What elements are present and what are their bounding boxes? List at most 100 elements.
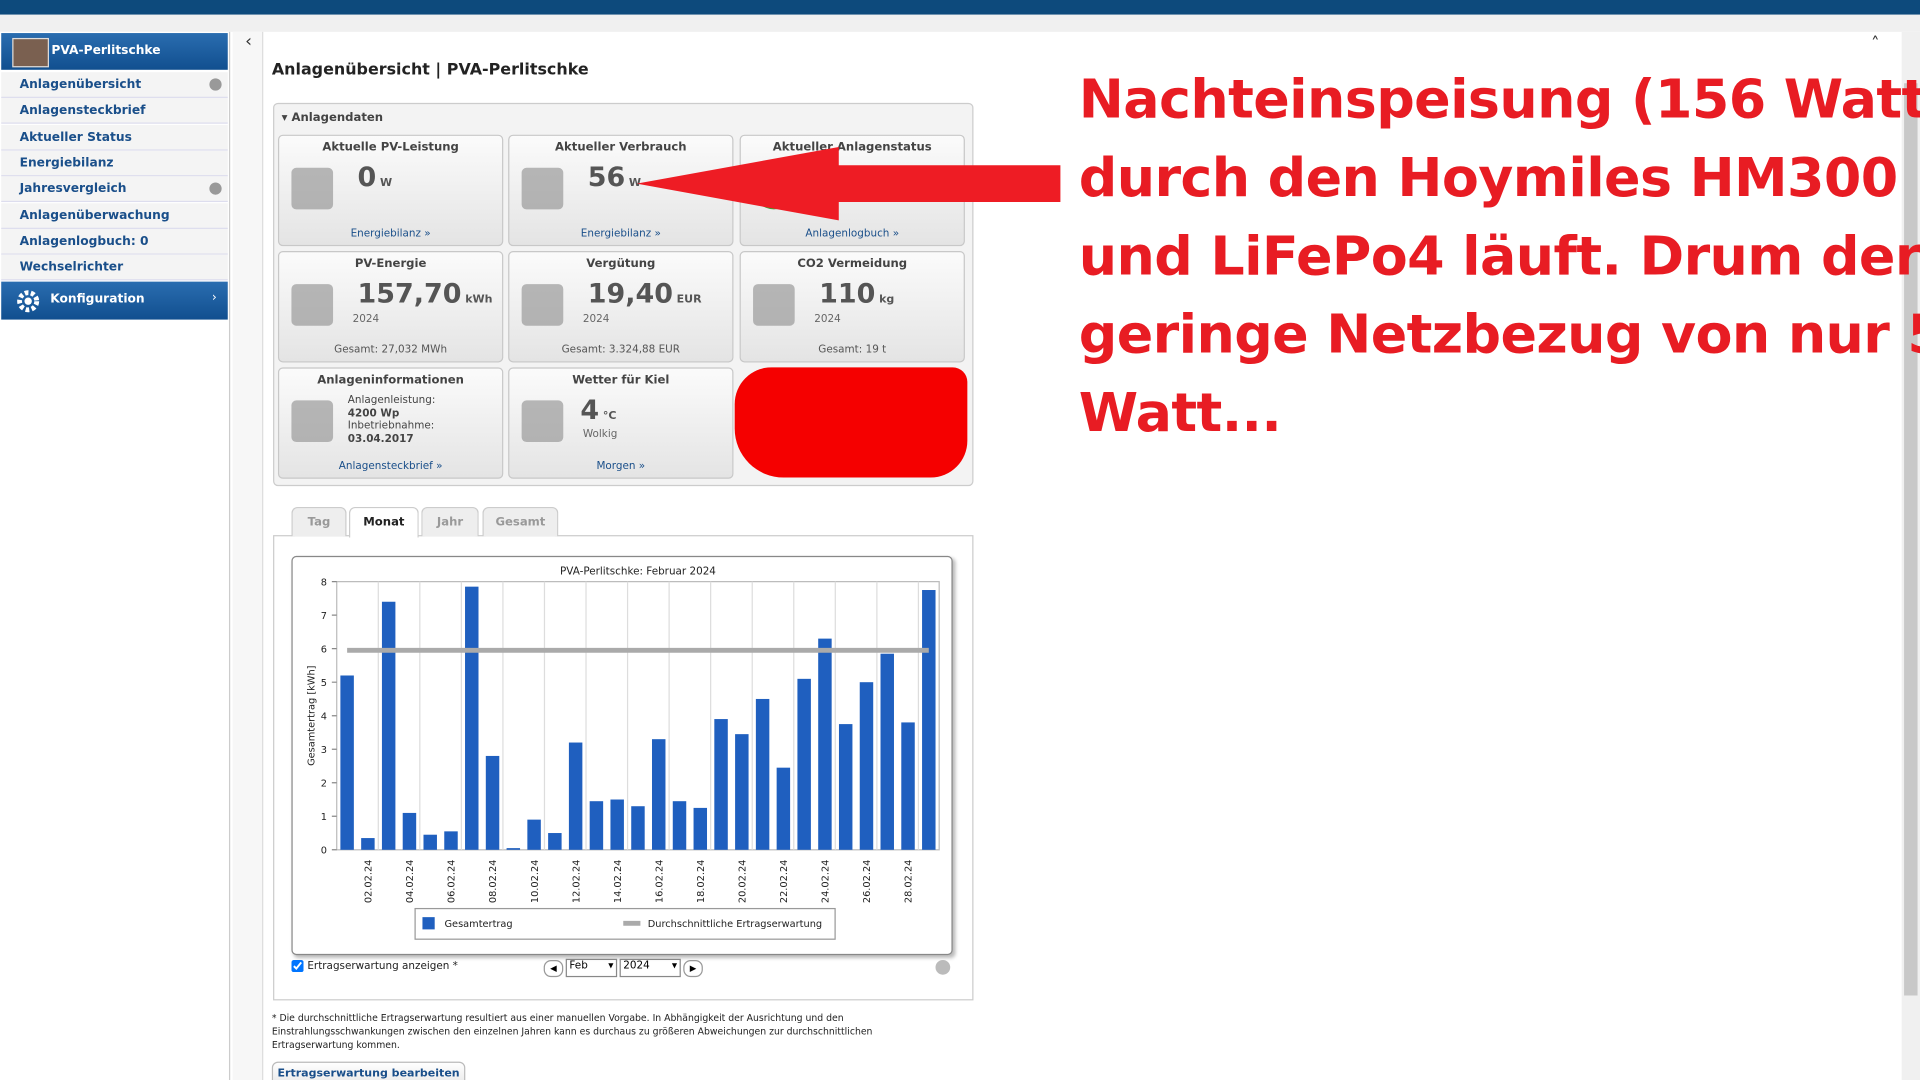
- bar: [714, 719, 728, 850]
- tile-link[interactable]: Anlagensteckbrief »: [338, 460, 443, 473]
- unit: W: [628, 177, 642, 190]
- bar: [568, 742, 583, 850]
- nav-item[interactable]: Energiebilanz: [1, 150, 228, 177]
- tile-title: Aktueller Verbrauch: [555, 140, 687, 155]
- tile: Vergütung 19,40 EUR 2024 Gesamt: 3.324,88 EU…: [508, 251, 734, 363]
- prev-button[interactable]: ◀: [543, 960, 564, 978]
- tile-link[interactable]: Energiebilanz »: [350, 227, 431, 241]
- bar: [423, 834, 437, 850]
- nav-item[interactable]: Aktueller Status: [1, 124, 228, 151]
- annotation-line: durch den Hoymiles HM300: [1078, 146, 1899, 210]
- y-tick-label: 3: [321, 745, 327, 756]
- legend-label: Gesamtertrag: [444, 919, 512, 930]
- tile-value: 4 °C: [580, 396, 616, 427]
- y-tick-label: 7: [321, 611, 327, 622]
- x-tick-label: 06.02.24: [447, 860, 458, 904]
- bar: [631, 806, 645, 850]
- y-tick-label: 2: [321, 778, 327, 789]
- scroll-thumb[interactable]: [1904, 83, 1918, 996]
- unit: kWh: [465, 293, 493, 307]
- bar: [755, 698, 770, 850]
- tile-icon: [521, 400, 564, 443]
- config-menu[interactable]: Konfiguration ›: [1, 281, 228, 320]
- x-tick-label: 18.02.24: [696, 860, 707, 904]
- tile-value: 19,40 EUR: [588, 279, 702, 310]
- nav-item[interactable]: Anlagensteckbrief: [1, 98, 228, 125]
- tile-title: Aktuelle PV-Leistung: [322, 140, 459, 155]
- tile-sub: 2024: [582, 313, 610, 326]
- settings-icon[interactable]: [935, 960, 951, 975]
- panel-title[interactable]: ▾ Anlagendaten: [281, 111, 384, 125]
- info-line: 03.04.2017: [347, 432, 414, 446]
- top-bar: [0, 0, 1920, 15]
- bar: [880, 653, 894, 850]
- dropdown-arrow: ▾: [671, 960, 678, 973]
- legend: [414, 907, 836, 940]
- bar: [610, 799, 624, 850]
- unit: kg: [879, 293, 895, 307]
- top-strip: [0, 14, 1920, 32]
- tile-link[interactable]: Morgen »: [596, 460, 646, 473]
- globe-icon: [209, 182, 222, 195]
- tile: PV-Energie 157,70 kWh 2024 Gesamt: 27,032 MW…: [277, 251, 504, 363]
- bar: [340, 675, 354, 850]
- bar: [901, 722, 915, 850]
- scrollbar[interactable]: [1901, 31, 1920, 1080]
- y-axis-label: Gesamtertrag [kWh]: [307, 665, 318, 765]
- tile-link[interactable]: Energiebilanz »: [580, 227, 661, 241]
- collapse-column: ‹: [232, 31, 264, 1080]
- annotation-line: und LiFePo4 läuft. Drum der: [1078, 225, 1920, 288]
- value: 157,70: [357, 279, 462, 310]
- annotation: Nachteinspeisung (156 Watt) durch den Hoy…: [1079, 61, 1920, 453]
- tile-link[interactable]: Anlagenlogbuch »: [805, 227, 900, 241]
- tile-icon: [291, 284, 334, 326]
- year-select[interactable]: 2024 ▾: [619, 958, 681, 978]
- bar: [797, 678, 811, 850]
- tile: Wetter für Kiel 4 °C Wolkig Morgen »: [508, 367, 734, 479]
- tab[interactable]: Tag: [291, 506, 347, 537]
- tab[interactable]: Monat: [348, 506, 419, 538]
- annotation-line: Watt...: [1078, 382, 1282, 445]
- edit-button[interactable]: Ertragserwartung bearbeiten: [271, 1061, 466, 1080]
- arrow: [636, 146, 1061, 221]
- value: 56: [587, 162, 626, 194]
- tile-icon: [291, 167, 334, 210]
- info-line: Inbetriebnahme:: [347, 420, 435, 433]
- x-tick-label: 12.02.24: [571, 860, 582, 904]
- sidebar-title: PVA-Perlitschke: [51, 44, 161, 58]
- annotation-line: Nachteinspeisung (156 Watt): [1078, 68, 1920, 132]
- tab[interactable]: Jahr: [421, 506, 479, 537]
- tile-title: PV-Energie: [354, 257, 427, 271]
- unit: EUR: [676, 293, 702, 307]
- tile-title: Anlageninformationen: [317, 373, 464, 387]
- chevron: ›: [211, 291, 217, 305]
- collapse-button[interactable]: ‹: [245, 31, 252, 52]
- bar: [693, 807, 708, 850]
- sidebar-header[interactable]: PVA-Perlitschke: [1, 33, 228, 70]
- bar: [838, 724, 853, 850]
- nav-item[interactable]: Anlagenlogbuch: 0: [1, 228, 228, 255]
- value: 0: [357, 162, 377, 194]
- dropdown-arrow: ▾: [608, 960, 614, 973]
- nav-item[interactable]: Wechselrichter: [1, 254, 228, 281]
- y-tick-label: 4: [321, 711, 327, 722]
- bar: [402, 812, 417, 850]
- page-title: Anlagenübersicht | PVA-Perlitschke: [271, 61, 589, 80]
- bar: [485, 755, 500, 850]
- nav-item[interactable]: Anlagenüberwachung: [1, 202, 228, 229]
- checkbox-row[interactable]: Ertragserwartung anzeigen *: [291, 960, 458, 973]
- footnote: * Die durchschnittliche Ertragserwartung…: [271, 1012, 873, 1051]
- checkbox[interactable]: [291, 960, 304, 973]
- tab[interactable]: Gesamt: [482, 506, 559, 537]
- nav-item[interactable]: Jahresvergleich: [1, 176, 228, 203]
- tile-value: 110 kg: [819, 279, 894, 310]
- scroll-up[interactable]: ˄: [1871, 34, 1880, 54]
- next-button[interactable]: ▶: [683, 960, 703, 978]
- panel-title-text: Anlagendaten: [291, 111, 384, 125]
- month-select[interactable]: Feb ▾: [565, 958, 618, 978]
- tile-footer: Gesamt: 27,032 MWh: [334, 344, 448, 357]
- tile-value: 56 W: [588, 163, 641, 194]
- x-tick-label: 16.02.24: [654, 860, 665, 904]
- nav-item[interactable]: Anlagenübersicht: [1, 72, 228, 98]
